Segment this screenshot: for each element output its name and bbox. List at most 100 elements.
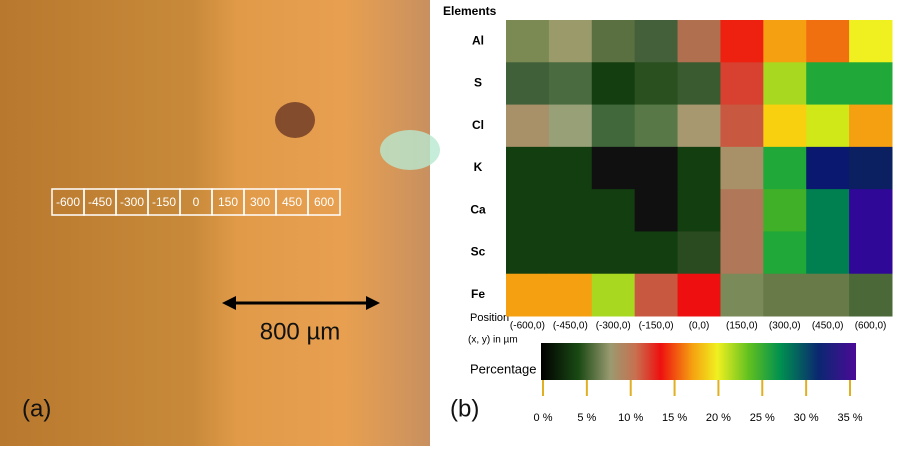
colorbar xyxy=(541,343,856,380)
cell xyxy=(506,189,550,232)
cell xyxy=(548,231,593,275)
photo xyxy=(0,0,430,446)
cell xyxy=(806,146,850,190)
position-label: -600 xyxy=(56,195,80,209)
cell xyxy=(720,146,764,190)
cell xyxy=(506,20,550,63)
cell xyxy=(677,146,721,190)
cell xyxy=(548,273,593,317)
cell xyxy=(849,189,893,232)
colorbar-tick-label: 10 % xyxy=(618,412,643,424)
cell xyxy=(849,146,893,190)
x-title: Position xyxy=(470,312,509,324)
row-label: Cl xyxy=(472,118,484,132)
row-label: S xyxy=(474,76,482,90)
x-tick-label: (-300,0) xyxy=(596,321,631,332)
cell xyxy=(591,189,636,232)
cell xyxy=(634,231,679,275)
cell xyxy=(548,62,593,106)
row-title: Elements xyxy=(443,4,497,18)
arrow-head xyxy=(222,296,236,310)
x-tick-label: (450,0) xyxy=(812,321,844,332)
cell xyxy=(763,146,807,190)
cell xyxy=(591,231,636,275)
cell xyxy=(849,104,893,148)
colorbar-tick-label: 0 % xyxy=(534,412,553,424)
cell xyxy=(506,273,550,317)
cell xyxy=(806,231,850,275)
cell xyxy=(720,104,764,148)
cell xyxy=(634,146,679,190)
cell xyxy=(548,104,593,148)
cell xyxy=(806,189,850,232)
cell xyxy=(506,104,550,148)
row-label: Ca xyxy=(470,202,486,216)
cell xyxy=(591,62,636,106)
cell xyxy=(591,273,636,317)
light-spot xyxy=(380,130,440,170)
position-label: 150 xyxy=(218,195,238,209)
cell xyxy=(806,20,850,63)
position-label: 600 xyxy=(314,195,334,209)
colorbar-title: Percentage xyxy=(470,361,537,376)
colorbar-tick-label: 30 % xyxy=(794,412,819,424)
x-tick-label: (-450,0) xyxy=(553,321,588,332)
photo-panel: 800 µm (a) xyxy=(0,0,440,446)
cell xyxy=(720,189,764,232)
colorbar-tick-label: 35 % xyxy=(837,412,862,424)
position-label: -150 xyxy=(152,195,176,209)
arrow-head xyxy=(366,296,380,310)
cell xyxy=(677,104,721,148)
colorbar-tick-label: 20 % xyxy=(706,412,731,424)
cell xyxy=(677,231,721,275)
cell xyxy=(849,62,893,106)
position-box xyxy=(307,188,341,216)
cell xyxy=(677,273,721,317)
cell xyxy=(763,231,807,275)
x-tick-label: (300,0) xyxy=(769,321,801,332)
position-label: -300 xyxy=(120,195,144,209)
cell xyxy=(849,231,893,275)
cell xyxy=(849,273,893,317)
cell xyxy=(591,20,636,63)
panel-label: (a) xyxy=(22,395,51,422)
cell xyxy=(634,189,679,232)
cell xyxy=(720,273,764,317)
cell xyxy=(763,189,807,232)
cell xyxy=(634,62,679,106)
x-title: (x, y) in µm xyxy=(468,335,518,346)
cell xyxy=(849,20,893,63)
position-label: 300 xyxy=(250,195,270,209)
cell xyxy=(506,146,550,190)
cell xyxy=(591,146,636,190)
cell xyxy=(806,62,850,106)
x-tick-label: (0,0) xyxy=(689,321,710,332)
row-label: K xyxy=(474,160,483,174)
cell xyxy=(506,62,550,106)
cell xyxy=(677,62,721,106)
row-label: Sc xyxy=(471,245,486,259)
colorbar-tick-label: 25 % xyxy=(750,412,775,424)
colorbar-tick-label: 15 % xyxy=(662,412,687,424)
cell xyxy=(591,104,636,148)
position-label: 0 xyxy=(193,195,200,209)
cell xyxy=(677,20,721,63)
cell xyxy=(720,231,764,275)
cell xyxy=(720,62,764,106)
cell xyxy=(763,62,807,106)
x-tick-label: (150,0) xyxy=(726,321,758,332)
cell xyxy=(806,273,850,317)
cell xyxy=(506,231,550,275)
x-tick-label: (-150,0) xyxy=(639,321,674,332)
colorbar-tick-label: 5 % xyxy=(577,412,596,424)
position-label: -450 xyxy=(88,195,112,209)
cell xyxy=(763,104,807,148)
x-tick-label: (-600,0) xyxy=(510,321,545,332)
cell xyxy=(677,189,721,232)
row-label: Fe xyxy=(471,287,485,301)
x-tick-label: (600,0) xyxy=(855,321,887,332)
cell xyxy=(763,20,807,63)
row-label: Al xyxy=(472,33,484,47)
dark-spot xyxy=(275,102,315,138)
